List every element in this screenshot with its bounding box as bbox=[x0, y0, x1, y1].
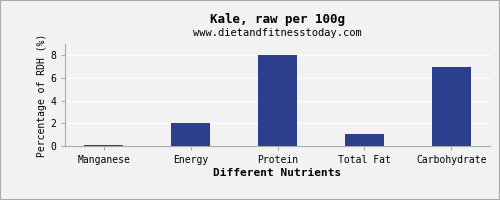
Bar bbox=[345, 134, 384, 146]
Bar bbox=[84, 145, 124, 146]
Bar bbox=[258, 55, 297, 146]
Y-axis label: Percentage of RDH (%): Percentage of RDH (%) bbox=[38, 33, 48, 157]
Bar bbox=[432, 67, 470, 146]
Bar bbox=[171, 123, 210, 146]
X-axis label: Different Nutrients: Different Nutrients bbox=[214, 168, 342, 178]
Text: www.dietandfitnesstoday.com: www.dietandfitnesstoday.com bbox=[193, 28, 362, 38]
Text: Kale, raw per 100g: Kale, raw per 100g bbox=[210, 13, 345, 26]
